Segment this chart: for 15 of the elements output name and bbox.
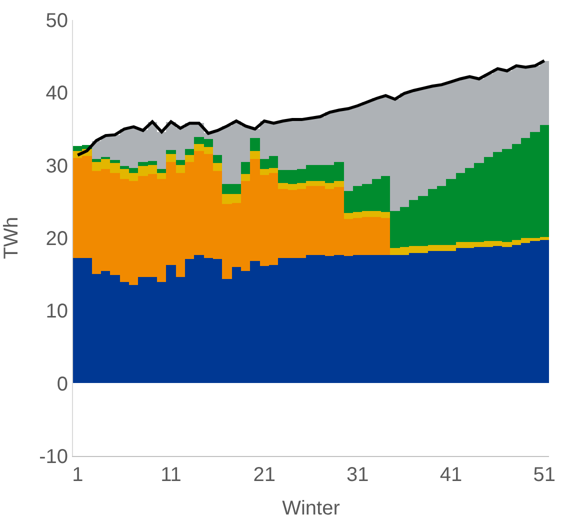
y-tick-label: 50 bbox=[46, 10, 68, 32]
x-tick-label: 21 bbox=[253, 464, 276, 486]
y-tick-label: 40 bbox=[46, 82, 68, 105]
x-tick-label: 41 bbox=[440, 464, 462, 486]
x-tick-label: 31 bbox=[346, 464, 369, 486]
x-tick-label: 1 bbox=[72, 464, 84, 486]
x-tick-label: 11 bbox=[160, 464, 182, 486]
y-axis-title: TWh bbox=[0, 216, 23, 260]
y-tick-label: -10 bbox=[39, 446, 68, 468]
x-axis-title: Winter bbox=[282, 498, 340, 520]
x-tick-label: 51 bbox=[533, 464, 556, 486]
y-tick-label: 20 bbox=[46, 228, 68, 250]
y-tick-label: 0 bbox=[56, 373, 68, 396]
y-tick-label: 10 bbox=[46, 300, 68, 323]
y-tick-label: 30 bbox=[46, 155, 68, 178]
